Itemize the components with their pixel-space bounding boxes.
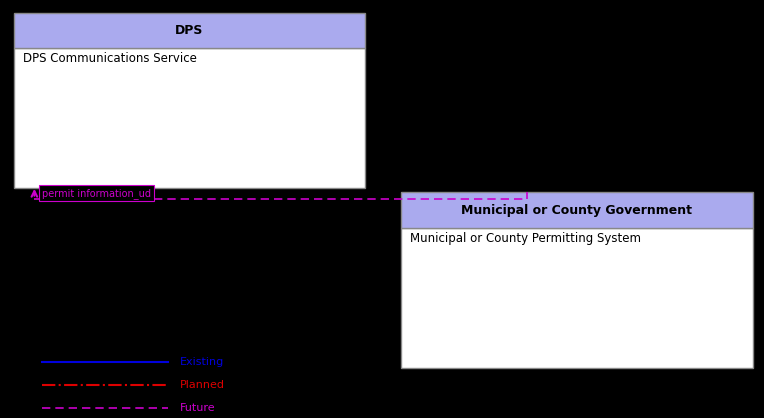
Text: Existing: Existing: [180, 357, 224, 367]
Text: DPS: DPS: [175, 24, 204, 37]
Text: Future: Future: [180, 403, 215, 413]
Bar: [14, 48, 365, 188]
Bar: [14, 13, 365, 48]
Text: DPS Communications Service: DPS Communications Service: [23, 52, 197, 65]
Text: Municipal or County Permitting System: Municipal or County Permitting System: [410, 232, 641, 245]
Text: permit information_ud: permit information_ud: [42, 188, 151, 199]
Text: Planned: Planned: [180, 380, 225, 390]
Text: Municipal or County Government: Municipal or County Government: [461, 204, 692, 217]
Bar: [401, 192, 753, 228]
Bar: [401, 228, 753, 368]
